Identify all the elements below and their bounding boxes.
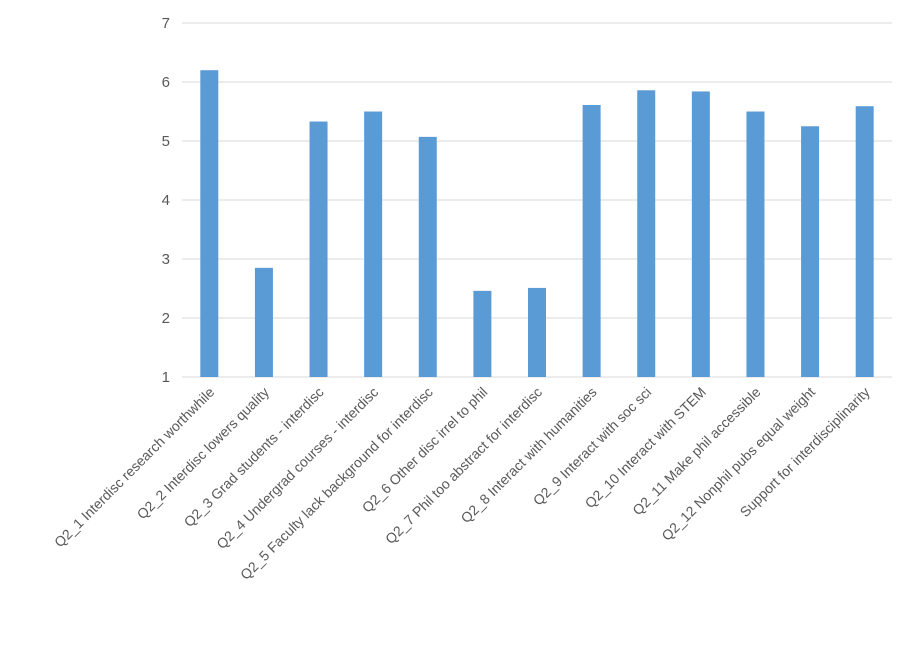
y-tick-label: 6: [162, 74, 170, 91]
bar: [200, 70, 219, 377]
y-tick-label: 7: [162, 15, 170, 32]
bar: [254, 267, 273, 377]
bar: [418, 136, 437, 377]
gridlines: [182, 22, 892, 378]
y-tick-label: 3: [162, 251, 170, 268]
y-tick-label: 2: [162, 310, 170, 327]
y-tick-label: 4: [162, 192, 170, 209]
bars: [200, 70, 874, 377]
x-tick-label: Q2_5 Faculty lack background for interdi…: [237, 384, 436, 583]
bar: [855, 106, 874, 377]
y-tick-label: 5: [162, 133, 170, 150]
bar: [309, 121, 328, 377]
bar: [528, 287, 546, 377]
y-tick-label: 1: [162, 369, 170, 386]
bar: [637, 90, 656, 377]
bar: [746, 111, 765, 377]
y-axis-tick-labels: 1 2 3 4 5 6 7: [162, 15, 170, 386]
bar: [582, 105, 601, 377]
bar: [691, 91, 710, 377]
bar: [473, 290, 492, 377]
bar: [364, 111, 383, 377]
bar: [801, 126, 820, 377]
